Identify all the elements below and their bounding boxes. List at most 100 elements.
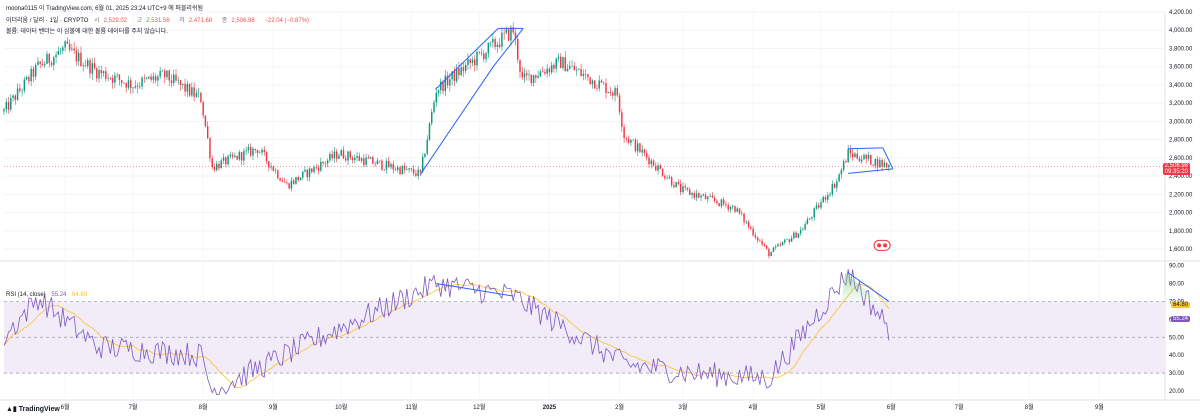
price-tick-label: 2,600.00 xyxy=(1169,156,1193,162)
candle-body xyxy=(845,161,847,163)
candle-body xyxy=(333,151,336,159)
candle-body xyxy=(299,177,302,181)
candle-body xyxy=(295,177,297,184)
price-tick-label: 3,600.00 xyxy=(1169,65,1193,71)
candle-body xyxy=(236,155,238,160)
candle-body xyxy=(793,232,795,239)
candle-body xyxy=(136,86,139,88)
price-tick-label: 4,200.00 xyxy=(1169,10,1193,16)
candle-body xyxy=(415,173,417,176)
candle-body xyxy=(596,88,598,89)
candle-body xyxy=(374,163,376,165)
candle-body xyxy=(630,139,632,143)
candle-body xyxy=(883,162,886,167)
candle-body xyxy=(512,27,514,33)
price-tick-label: 4,000.00 xyxy=(1169,28,1193,34)
candle-body xyxy=(204,115,207,127)
candle-body xyxy=(691,192,693,195)
candle-body xyxy=(46,53,48,64)
candle-body xyxy=(449,79,451,86)
rsi-legend[interactable]: RSI (14, close) 55.24 64.80 xyxy=(6,292,91,298)
candle-body xyxy=(775,246,777,248)
candle-body xyxy=(718,203,720,207)
candle-body xyxy=(7,102,10,110)
candle-body xyxy=(73,48,75,51)
candle-body xyxy=(433,102,435,113)
rsi-tick-label: 50.00 xyxy=(1169,335,1185,341)
candle-body xyxy=(98,69,100,79)
open-value: 시 2,529.02 xyxy=(94,18,127,24)
candle-body xyxy=(168,70,170,81)
tradingview-logo[interactable]: ▲▮ TradingView xyxy=(6,405,60,413)
candle-body xyxy=(464,64,467,71)
drawings[interactable] xyxy=(420,27,894,302)
candle-body xyxy=(68,43,71,50)
candle-body xyxy=(329,153,331,161)
candle-body xyxy=(578,69,580,70)
candle-body xyxy=(397,167,399,170)
candle-body xyxy=(401,166,404,175)
candle-body xyxy=(704,194,707,200)
price-tag-price: 2,506.98 xyxy=(1164,163,1188,169)
candle-body xyxy=(876,159,879,168)
candle-body xyxy=(451,71,453,80)
candle-body xyxy=(535,75,537,78)
candle-body xyxy=(707,196,709,200)
candle-body xyxy=(548,68,551,73)
candle-body xyxy=(865,154,867,159)
candle-body xyxy=(403,166,406,170)
time-tick-label: 12월 xyxy=(473,403,485,411)
candle-body xyxy=(756,237,759,241)
candle-body xyxy=(664,176,666,179)
rsi-tick-label: 20.00 xyxy=(1169,389,1185,395)
candle-body xyxy=(485,53,487,60)
candle-body xyxy=(91,63,93,74)
candle-body xyxy=(376,160,379,165)
time-tick-label: 2월 xyxy=(615,403,624,411)
rsi-legend-label: RSI (14, close) xyxy=(6,292,46,298)
event-badge-dot xyxy=(883,243,888,248)
candle-body xyxy=(546,68,548,74)
rsi-divergence-line xyxy=(436,283,514,297)
candle-body xyxy=(277,170,279,179)
candle-body xyxy=(184,83,186,92)
candle-body xyxy=(888,165,890,168)
candle-body xyxy=(87,60,89,66)
candle-body xyxy=(127,80,130,88)
candle-body xyxy=(442,81,444,92)
candle-body xyxy=(553,65,555,69)
candle-body xyxy=(754,235,757,238)
candle-body xyxy=(573,65,576,71)
candle-body xyxy=(141,77,143,87)
candle-body xyxy=(216,163,218,171)
candle-body xyxy=(872,164,874,166)
candle-body xyxy=(661,168,664,177)
candle-body xyxy=(695,193,698,198)
candle-body xyxy=(682,186,684,193)
candle-body xyxy=(867,154,870,159)
candle-body xyxy=(698,193,700,198)
time-tick-label: 5월 xyxy=(817,403,826,411)
symbol-name[interactable]: 이더리움 / 달러 · 1일 · CRYPTO xyxy=(6,18,89,24)
candle-body xyxy=(799,230,802,234)
price-tick-label: 3,800.00 xyxy=(1169,46,1193,52)
candle-body xyxy=(772,247,775,252)
candle-body xyxy=(808,218,811,220)
candle-body xyxy=(243,150,245,161)
candle-body xyxy=(584,73,587,75)
rsi-tick-label: 30.00 xyxy=(1169,371,1185,377)
candle-body xyxy=(476,51,478,66)
event-badge-icon xyxy=(873,239,891,251)
candle-body xyxy=(211,158,213,168)
candle-body xyxy=(363,158,365,165)
rsi-tick-label: 80.00 xyxy=(1169,282,1185,288)
candle-body xyxy=(369,157,372,159)
candle-body xyxy=(302,171,304,178)
candle-body xyxy=(673,185,675,188)
candle-body xyxy=(761,241,763,245)
candle-body xyxy=(240,152,243,161)
candle-body xyxy=(802,229,804,231)
candle-body xyxy=(209,138,211,159)
candle-body xyxy=(833,184,836,188)
